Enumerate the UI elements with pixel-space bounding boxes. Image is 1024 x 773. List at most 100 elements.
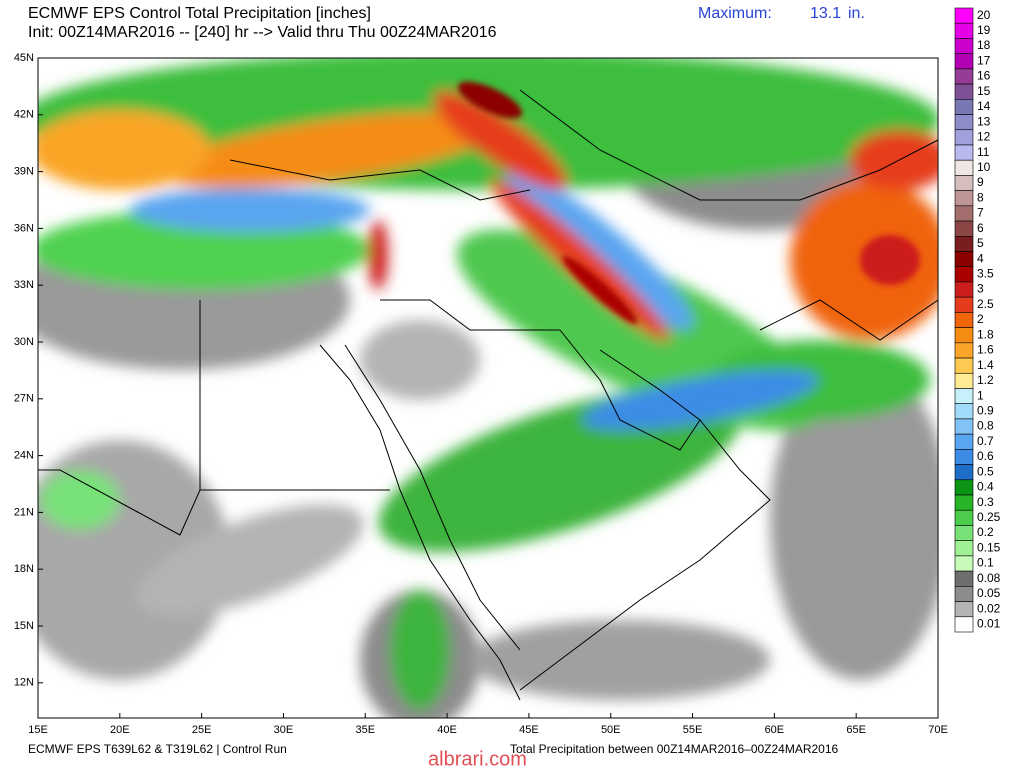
color-swatch	[954, 540, 974, 557]
legend-label: 3	[977, 282, 984, 296]
color-swatch	[954, 129, 974, 146]
color-swatch	[954, 68, 974, 85]
color-swatch	[954, 342, 974, 359]
color-swatch	[954, 7, 974, 24]
color-swatch	[954, 53, 974, 70]
precip-field	[38, 58, 938, 718]
legend-label: 0.15	[977, 540, 1001, 554]
color-swatch	[954, 22, 974, 39]
legend-label: 16	[977, 69, 991, 83]
legend-label: 0.9	[977, 403, 994, 417]
legend-label: 0.8	[977, 419, 994, 433]
lat-label: 45N	[14, 52, 34, 64]
legend-label: 0.05	[977, 586, 1001, 600]
legend-label: 17	[977, 53, 991, 67]
legend-label: 1.6	[977, 343, 994, 357]
color-swatch	[954, 601, 974, 618]
lon-label: 25E	[192, 724, 212, 736]
lat-label: 12N	[14, 677, 34, 689]
lon-label: 15E	[28, 724, 48, 736]
color-swatch	[954, 570, 974, 587]
map-frame	[37, 57, 939, 719]
color-swatch	[954, 616, 974, 633]
color-swatch	[954, 251, 974, 268]
color-swatch	[954, 220, 974, 237]
color-swatch	[954, 418, 974, 435]
legend-label: 1.8	[977, 327, 994, 341]
color-swatch	[954, 190, 974, 207]
legend-label: 19	[977, 23, 991, 37]
lat-label: 39N	[14, 166, 34, 178]
color-swatch	[954, 509, 974, 526]
legend-label: 11	[977, 145, 990, 159]
lat-label: 21N	[14, 506, 34, 518]
color-swatch	[954, 479, 974, 496]
legend-label: 0.6	[977, 449, 994, 463]
title: ECMWF EPS Control Total Precipitation [i…	[28, 5, 371, 22]
legend-label: 1.4	[977, 358, 994, 372]
maximum-unit: in.	[848, 5, 865, 22]
color-swatch	[954, 205, 974, 222]
color-swatch	[954, 83, 974, 100]
lon-label: 45E	[519, 724, 539, 736]
color-swatch	[954, 357, 974, 374]
lat-label: 36N	[14, 222, 34, 234]
color-swatch	[954, 144, 974, 161]
lat-label: 42N	[14, 109, 34, 121]
legend-label: 9	[977, 175, 984, 189]
color-swatch	[954, 312, 974, 328]
color-swatch	[954, 494, 974, 511]
legend-label: 8	[977, 190, 984, 204]
lat-label: 15N	[14, 620, 34, 632]
color-swatch	[954, 114, 974, 131]
maximum-value: 13.1	[810, 5, 841, 22]
lon-label: 65E	[846, 724, 866, 736]
lon-label: 30E	[274, 724, 294, 736]
lon-label: 60E	[765, 724, 785, 736]
legend-label: 18	[977, 38, 991, 52]
lat-label: 27N	[14, 393, 34, 405]
legend-label: 7	[977, 206, 984, 220]
color-swatch	[954, 296, 974, 313]
color-swatch	[954, 525, 974, 541]
maximum-label: Maximum:	[698, 5, 772, 22]
legend-label: 0.2	[977, 525, 994, 539]
color-swatch	[954, 175, 974, 191]
lon-label: 35E	[355, 724, 375, 736]
lon-label: 20E	[110, 724, 130, 736]
legend-label: 1	[977, 388, 984, 402]
legend-label: 5	[977, 236, 984, 250]
color-swatch	[954, 99, 974, 115]
legend-label: 0.25	[977, 510, 1001, 524]
color-swatch	[954, 388, 974, 405]
legend-label: 10	[977, 160, 991, 174]
color-swatch	[954, 266, 974, 283]
lat-label: 24N	[14, 450, 34, 462]
color-swatch	[954, 433, 974, 450]
lat-label: 30N	[14, 336, 34, 348]
legend-label: 4	[977, 251, 984, 265]
legend-label: 0.01	[977, 617, 1001, 631]
legend-label: 20	[977, 8, 991, 22]
color-swatch	[954, 372, 974, 389]
legend-label: 12	[977, 130, 991, 144]
color-swatch	[954, 281, 974, 298]
legend-label: 2	[977, 312, 984, 326]
color-swatch	[954, 38, 974, 54]
legend-label: 15	[977, 84, 991, 98]
color-swatch	[954, 159, 974, 176]
legend-label: 0.02	[977, 601, 1001, 615]
axis-labels: 45N 42N 39N 36N 33N 30N 27N 24N 21N 18N 15N 12N 15E 2…	[14, 52, 948, 736]
legend-label: 0.3	[977, 495, 994, 509]
color-swatch	[954, 449, 974, 465]
lat-label: 33N	[14, 279, 34, 291]
color-swatch	[954, 403, 974, 420]
color-swatch	[954, 327, 974, 344]
legend-label: 0.7	[977, 434, 994, 448]
footer-left: ECMWF EPS T639L62 & T319L62 | Control Ru…	[28, 742, 287, 756]
legend-label: 14	[977, 99, 991, 113]
legend-label: 0.4	[977, 480, 994, 494]
